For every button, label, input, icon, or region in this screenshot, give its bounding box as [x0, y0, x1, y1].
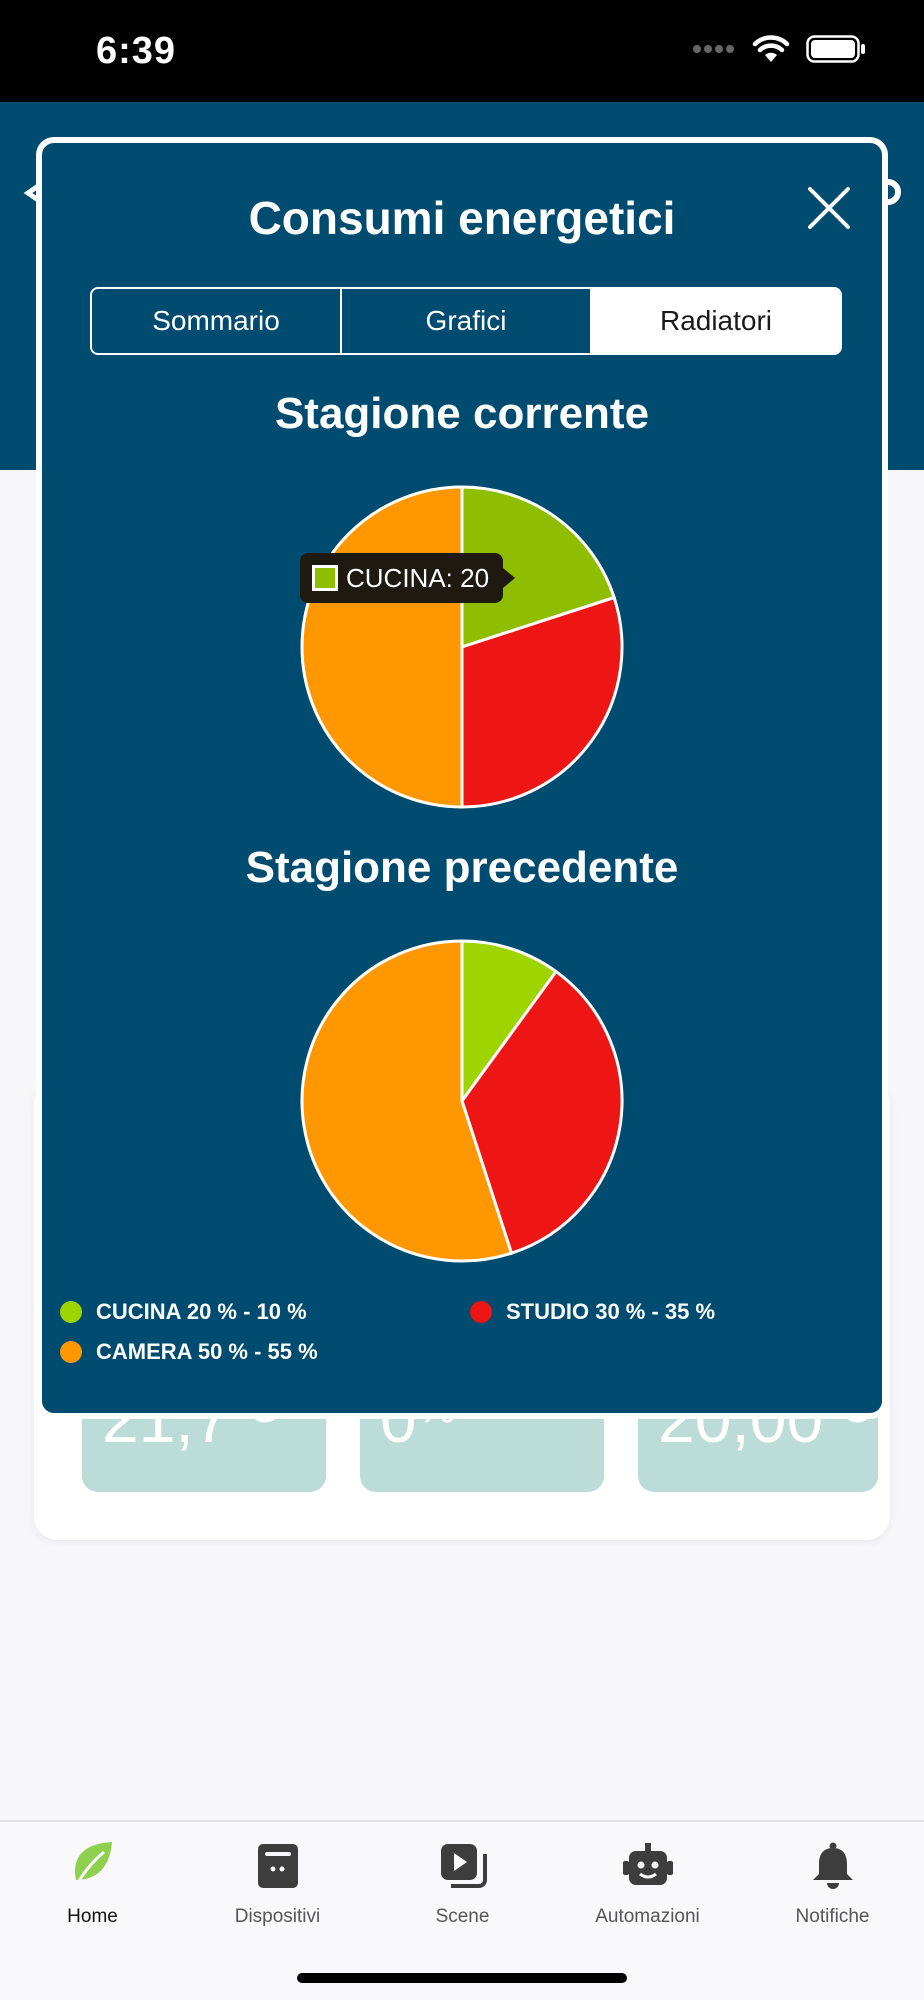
pie-slice-camera[interactable]	[300, 485, 464, 809]
nav-notifiche[interactable]: Notifiche	[740, 1838, 924, 1928]
tab-grafici[interactable]: Grafici	[340, 289, 590, 353]
robot-icon	[620, 1838, 676, 1894]
pie-slice-studio[interactable]	[460, 969, 624, 1256]
chart-title-current: Stagione corrente	[274, 389, 650, 438]
legend-dot	[470, 1301, 492, 1323]
nav-automazioni[interactable]: Automazioni	[555, 1838, 740, 1928]
nav-label: Scene	[435, 1906, 490, 1927]
chart-tooltip: CUCINA: 20	[300, 553, 516, 603]
close-icon	[808, 187, 850, 229]
tab-bar: Sommario Grafici Radiatori	[90, 287, 842, 355]
wifi-icon	[752, 35, 790, 62]
status-time: 6:39	[96, 30, 177, 72]
pie-slice-cucina[interactable]	[460, 939, 559, 1106]
chart-title-previous: Stagione precedente	[245, 843, 679, 892]
leaf-icon	[65, 1838, 121, 1894]
close-button[interactable]	[802, 181, 856, 235]
battery-icon	[806, 35, 865, 63]
nav-label: Automazioni	[595, 1906, 700, 1927]
pie-chart-current	[300, 485, 624, 809]
status-bar: 6:39	[0, 0, 924, 102]
tab-radiatori[interactable]: Radiatori	[590, 289, 840, 353]
legend-item-camera: CAMERA 50 % - 55 %	[60, 1339, 318, 1365]
tooltip-swatch	[312, 565, 338, 591]
legend-dot	[60, 1341, 82, 1363]
pie-chart-previous	[300, 939, 624, 1263]
legend-item-cucina: CUCINA 20 % - 10 %	[60, 1299, 307, 1325]
nav-dispositivi[interactable]: Dispositivi	[185, 1838, 370, 1928]
device-icon	[250, 1838, 306, 1894]
legend-item-studio: STUDIO 30 % - 35 %	[470, 1299, 715, 1325]
pie-slice-cucina[interactable]	[460, 485, 617, 650]
signal-dots-icon	[693, 45, 734, 53]
nav-label: Notifiche	[795, 1906, 870, 1927]
scene-play-icon	[435, 1838, 491, 1894]
legend-label: CUCINA 20 % - 10 %	[96, 1299, 307, 1324]
legend-label: CAMERA 50 % - 55 %	[96, 1339, 318, 1364]
home-indicator	[297, 1973, 627, 1983]
legend-label: STUDIO 30 % - 35 %	[506, 1299, 716, 1324]
pie-slice-camera[interactable]	[300, 939, 514, 1263]
energy-consumption-modal: Consumi energetici Sommario Grafici Radi…	[36, 137, 888, 1419]
nav-scene[interactable]: Scene	[370, 1838, 555, 1928]
nav-home[interactable]: Home	[0, 1838, 185, 1928]
nav-label: Home	[67, 1906, 118, 1927]
status-icons	[692, 34, 866, 64]
tooltip-label: CUCINA: 20	[346, 562, 490, 593]
legend-dot	[60, 1301, 82, 1323]
modal-title: Consumi energetici	[248, 192, 676, 244]
tab-sommario[interactable]: Sommario	[152, 305, 280, 336]
bell-icon	[805, 1838, 861, 1894]
bottom-nav: Home Dispositivi Scene	[0, 1820, 924, 2000]
nav-label: Dispositivi	[234, 1906, 321, 1927]
pie-slice-studio[interactable]	[460, 595, 624, 809]
